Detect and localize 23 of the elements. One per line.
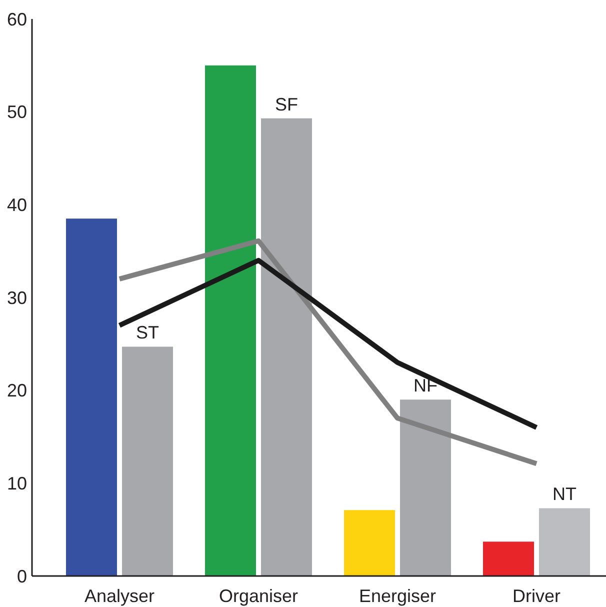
annotation: NF xyxy=(414,376,438,396)
x-tick-label: Driver xyxy=(512,586,561,606)
x-tick-label: Analyser xyxy=(84,586,155,606)
bar xyxy=(400,400,451,576)
y-tick-label: 20 xyxy=(6,380,27,401)
bar xyxy=(205,65,256,576)
bar xyxy=(344,510,395,576)
annotation: ST xyxy=(136,322,160,343)
x-tick-label: Organiser xyxy=(218,586,298,606)
y-tick-label: 10 xyxy=(6,473,27,494)
annotation: NT xyxy=(552,484,576,504)
bar xyxy=(261,118,312,576)
y-tick-label: 60 xyxy=(6,9,27,30)
bar xyxy=(66,218,117,576)
y-tick-label: 40 xyxy=(6,194,27,215)
y-tick-label: 50 xyxy=(6,102,27,122)
y-tick-label: 0 xyxy=(16,566,27,586)
bar xyxy=(539,508,590,576)
x-tick-label: Energiser xyxy=(358,586,436,606)
y-tick-label: 30 xyxy=(6,288,27,308)
bar xyxy=(483,542,534,576)
annotation: SF xyxy=(274,94,298,114)
bar xyxy=(122,346,173,576)
